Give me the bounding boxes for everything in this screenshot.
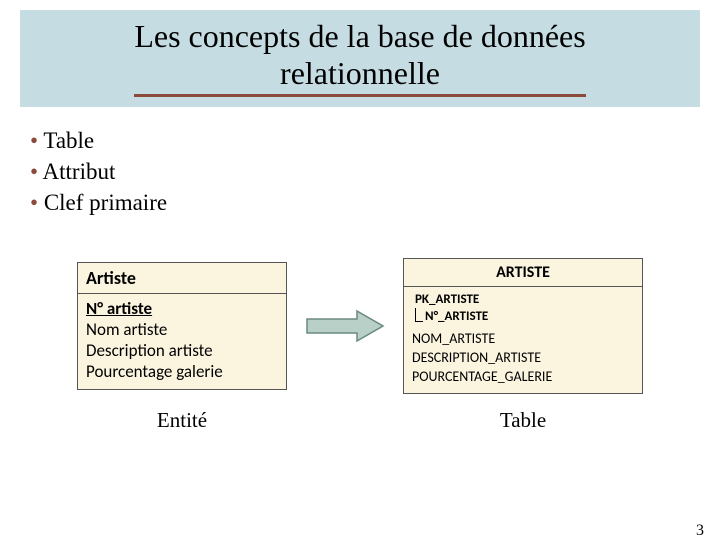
page-number: 3 — [696, 522, 704, 540]
table-attr: POURCENTAGE_GALERIE — [412, 368, 634, 387]
bullet-item: Clef primaire — [30, 187, 720, 218]
table-header: ARTISTE — [404, 259, 642, 287]
arrow-shape — [307, 311, 383, 341]
entity-attr: Pourcentage galerie — [86, 361, 278, 382]
bullet-list: Table Attribut Clef primaire — [30, 125, 720, 218]
table-attr: NOM_ARTISTE — [412, 330, 634, 349]
arrow-wrap — [305, 309, 385, 343]
entity-attr: Description artiste — [86, 340, 278, 361]
table-pk-col-text: N°_ARTISTE — [425, 309, 488, 324]
table-attr: DESCRIPTION_ARTISTE — [412, 349, 634, 368]
entity-pk: N° artiste — [86, 298, 278, 319]
caption-spacer — [305, 408, 385, 433]
entity-box: Artiste N° artiste Nom artiste Descripti… — [77, 262, 287, 390]
pk-corner-icon — [415, 308, 423, 322]
slide-title: Les concepts de la base de données relat… — [24, 18, 696, 97]
entity-header: Artiste — [78, 263, 286, 294]
table-pk-block: PK_ARTISTE N°_ARTISTE — [412, 291, 634, 326]
table-pk-col: N°_ARTISTE — [415, 308, 634, 326]
bullet-item: Table — [30, 125, 720, 156]
arrow-icon — [305, 309, 385, 343]
caption-entity: Entité — [77, 408, 287, 433]
table-box: ARTISTE PK_ARTISTE N°_ARTISTE NOM_ARTIST… — [403, 258, 643, 394]
title-line2: relationnelle — [280, 55, 440, 91]
caption-table: Table — [403, 408, 643, 433]
entity-attr: Nom artiste — [86, 319, 278, 340]
table-body: PK_ARTISTE N°_ARTISTE NOM_ARTISTE DESCRI… — [404, 287, 642, 393]
table-pk-label: PK_ARTISTE — [415, 291, 634, 309]
diagram-row: Artiste N° artiste Nom artiste Descripti… — [0, 258, 720, 394]
captions-row: Entité Table — [0, 408, 720, 433]
bullet-item: Attribut — [30, 156, 720, 187]
title-band: Les concepts de la base de données relat… — [20, 10, 700, 107]
entity-body: N° artiste Nom artiste Description artis… — [78, 294, 286, 389]
title-line1: Les concepts de la base de données — [134, 18, 585, 54]
